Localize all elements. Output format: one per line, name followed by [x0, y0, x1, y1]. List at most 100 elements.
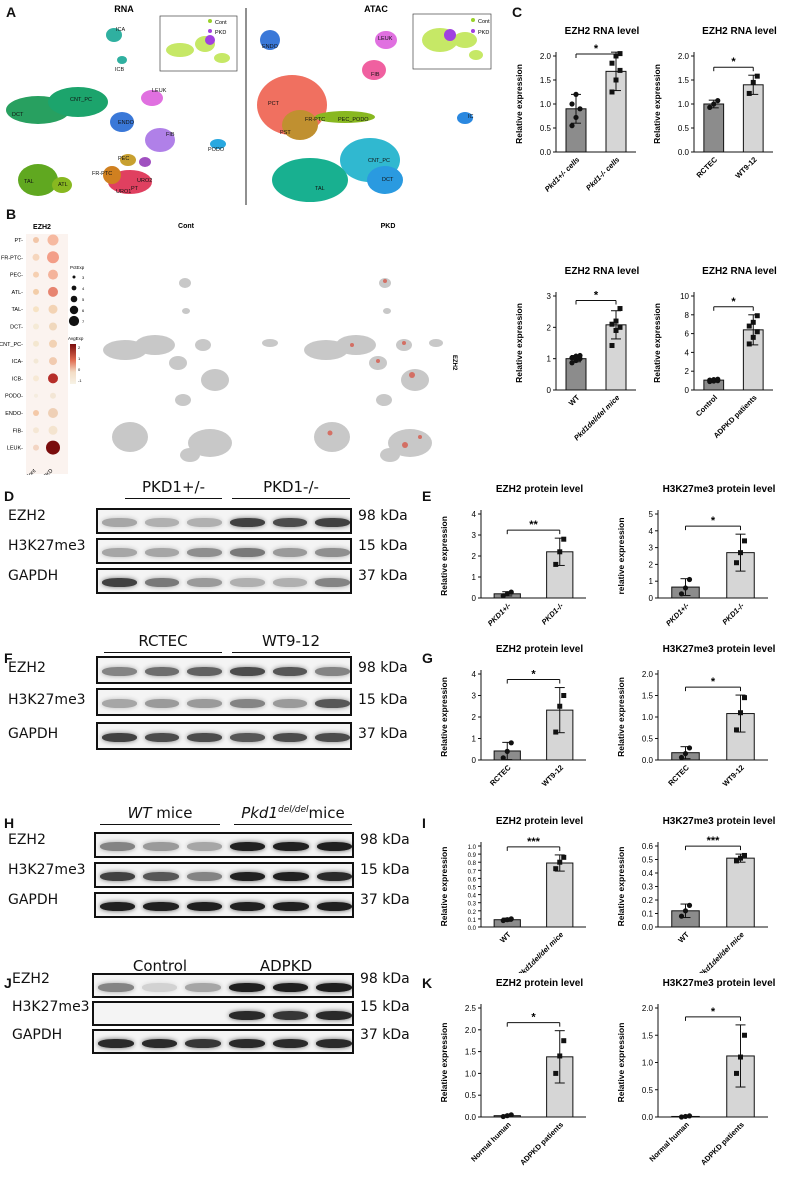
svg-text:PODO: PODO — [208, 147, 225, 153]
y-tick-label: 1.5 — [678, 76, 690, 85]
data-point — [553, 866, 559, 872]
blot-row-label: H3K27me3 — [8, 538, 86, 554]
blot-group-line — [234, 824, 352, 825]
y-tick-label: 1.5 — [540, 76, 552, 85]
x-tick-label: Normal human — [647, 1120, 691, 1164]
panel-letter-g: G — [422, 650, 433, 666]
blot-strip — [96, 568, 352, 594]
x-tick-label: Control — [694, 393, 719, 418]
data-point — [577, 352, 583, 359]
significance-label: * — [711, 1006, 716, 1018]
x-tick-label: PKD1+/- — [664, 601, 691, 628]
atac-title: ATAC — [364, 4, 388, 14]
blot-band — [185, 1038, 221, 1048]
blot-band — [185, 982, 221, 992]
svg-text:ICA: ICA — [116, 27, 126, 33]
blot-band — [102, 699, 137, 708]
pct-legend-dot — [69, 305, 79, 315]
data-point — [569, 360, 575, 366]
data-point — [715, 376, 721, 382]
data-point — [734, 1070, 739, 1076]
blot-strip — [96, 722, 352, 750]
data-point — [569, 101, 575, 107]
blot-row-label: H3K27me3 — [12, 999, 90, 1015]
blot-band — [272, 548, 308, 557]
dotplot-dot-cont — [33, 306, 39, 313]
data-point — [734, 727, 739, 733]
data-point — [678, 754, 685, 761]
svg-text:ENDO: ENDO — [118, 120, 135, 126]
chart-g2: H3K27me3 protein level Relative expressio… — [616, 644, 776, 788]
significance-label: * — [711, 515, 716, 527]
significance-label: * — [594, 43, 599, 55]
data-point — [609, 343, 615, 349]
panel-letter-c: C — [512, 4, 523, 20]
blot-band — [272, 578, 308, 587]
svg-text:0: 0 — [78, 367, 81, 372]
blot-band — [230, 733, 265, 742]
blot-band — [187, 548, 222, 557]
data-point — [573, 353, 579, 359]
significance-label: * — [731, 296, 736, 308]
svg-text:LEUK: LEUK — [378, 36, 393, 42]
blot-band — [144, 518, 180, 527]
blot-strip — [96, 688, 352, 716]
data-point — [573, 91, 579, 97]
blot-band — [273, 842, 309, 851]
blot-strip — [96, 538, 352, 564]
blot-band — [272, 1010, 309, 1020]
dotplot-row-label: PT- — [14, 238, 23, 244]
y-axis-label: Relative expression — [616, 1023, 626, 1103]
dotplot-dot-cont — [34, 393, 38, 398]
y-tick-label: 0.0 — [642, 1113, 654, 1122]
y-tick-label: 1.5 — [642, 1031, 654, 1040]
dotplot-dot-pkd — [49, 339, 57, 348]
data-point — [742, 695, 747, 701]
y-tick-label: 0.3 — [468, 902, 477, 908]
blot-band — [316, 902, 352, 911]
data-point — [557, 703, 563, 709]
chart-title: H3K27me3 protein level — [663, 484, 776, 495]
panel-letter-f: F — [4, 650, 13, 666]
significance-label: * — [594, 290, 599, 302]
blot-row-label: H3K27me3 — [8, 862, 86, 878]
y-tick-label: 0.1 — [642, 910, 654, 919]
chart-g1: EZH2 protein level Relative expression 0 1 2… — [439, 644, 586, 788]
blot-band — [230, 548, 265, 557]
x-tick-label: RCTEC — [695, 155, 720, 180]
blot-band — [316, 1010, 352, 1020]
panel-letter-b: B — [6, 206, 17, 222]
data-point — [609, 321, 615, 327]
blot-row-label: EZH2 — [8, 660, 46, 676]
dotplot-row-label: LEUK- — [7, 446, 23, 452]
y-tick-label: 1 — [472, 735, 477, 744]
y-tick-label: 0.6 — [642, 842, 654, 851]
y-tick-label: 3 — [472, 692, 477, 701]
blot-group-label: PKD1+/- — [141, 478, 205, 496]
blot-group-label: Pkd1del/delmice — [241, 804, 345, 822]
blot-kda-label: 15 kDa — [358, 692, 408, 708]
y-tick-label: 1.0 — [642, 1059, 654, 1068]
blot-strip — [96, 656, 352, 684]
x-tick-label: WT — [498, 930, 513, 945]
data-point — [707, 104, 713, 110]
blot-band — [144, 578, 180, 587]
y-tick-label: 0 — [547, 386, 552, 395]
y-axis-label: Relative expression — [439, 516, 449, 596]
blot-band — [229, 1038, 265, 1048]
y-tick-label: 0.7 — [468, 869, 477, 875]
x-tick-label: ADPKD patients — [699, 1120, 746, 1167]
data-point — [500, 755, 506, 761]
blot-kda-label: 98 kDa — [358, 660, 408, 676]
y-axis-label: Relative expression — [652, 303, 662, 383]
dotplot-dot-cont — [33, 340, 39, 347]
significance-label: * — [711, 676, 716, 688]
svg-text:PKD: PKD — [478, 30, 489, 36]
svg-text:TAL: TAL — [315, 186, 325, 192]
y-tick-label: 2.5 — [465, 1004, 477, 1013]
y-axis-label: Relative expression — [514, 303, 524, 383]
bar — [565, 358, 587, 391]
data-point — [738, 550, 743, 556]
svg-text:PKD: PKD — [215, 30, 226, 36]
chart-title: EZH2 RNA level — [565, 266, 640, 277]
